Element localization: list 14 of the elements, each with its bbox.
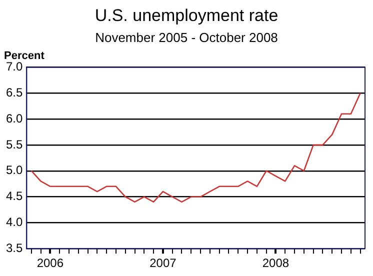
chart-subtitle: November 2005 - October 2008 bbox=[94, 30, 279, 45]
y-tick-label: 6.5 bbox=[6, 85, 23, 100]
y-tick-label: 7.0 bbox=[6, 60, 23, 74]
chart-title: U.S. unemployment rate bbox=[94, 6, 280, 26]
y-axis-title: Percent bbox=[4, 50, 44, 62]
x-tick-label: 2006 bbox=[36, 256, 64, 270]
x-tick-label: 2007 bbox=[150, 256, 177, 270]
y-tick-label: 4.5 bbox=[6, 189, 23, 204]
y-tick-label: 4.0 bbox=[6, 215, 23, 229]
y-tick-label: 5.0 bbox=[6, 163, 23, 178]
y-tick-label: 6.0 bbox=[6, 111, 23, 126]
y-tick-label: 5.5 bbox=[6, 137, 23, 152]
y-tick-label: 3.5 bbox=[6, 240, 23, 255]
x-tick-label: 2008 bbox=[262, 256, 290, 270]
